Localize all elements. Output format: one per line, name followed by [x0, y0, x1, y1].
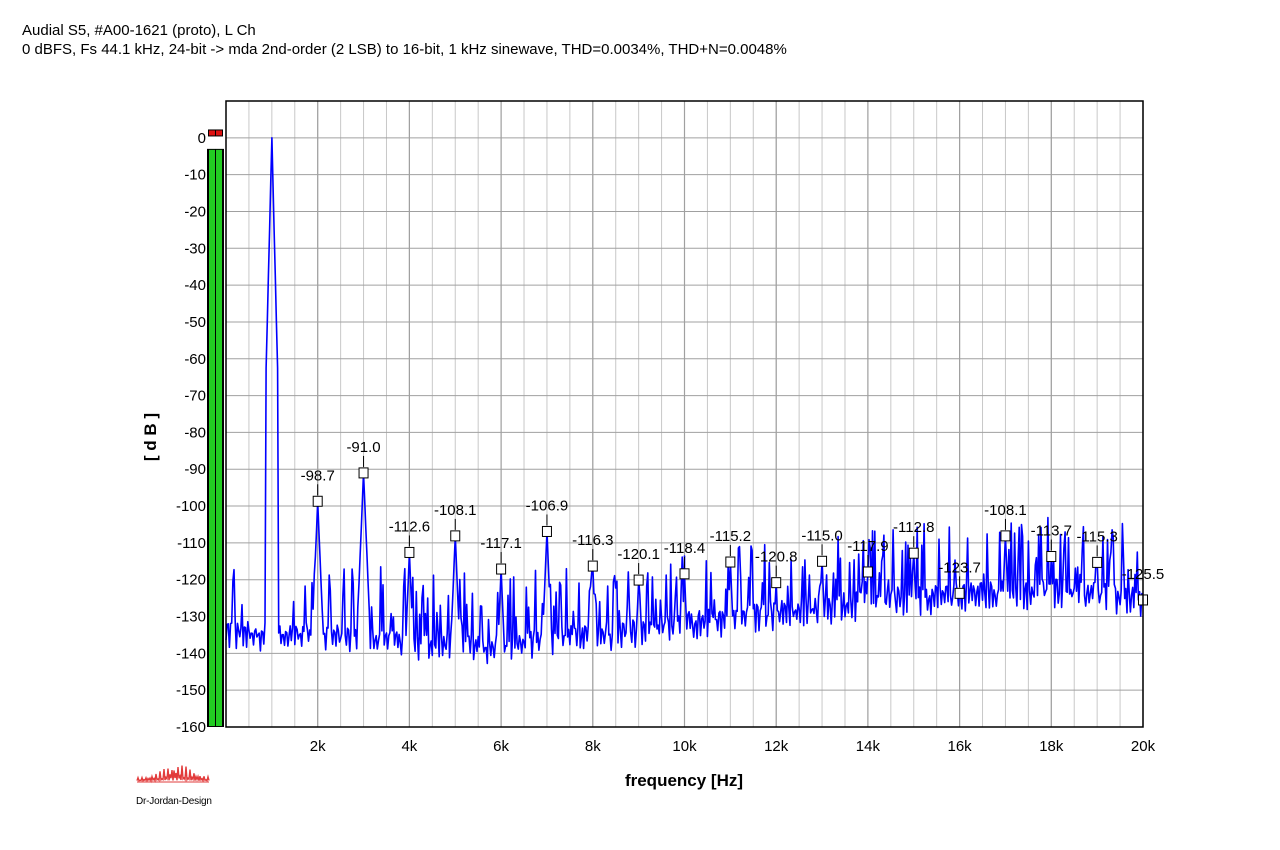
harmonic-label: -106.9 [526, 497, 569, 514]
harmonic-label: -120.8 [755, 549, 798, 566]
harmonic-marker [450, 530, 461, 542]
harmonic-marker [725, 556, 736, 568]
harmonic-label: -112.8 [893, 519, 934, 536]
harmonic-label: -115.2 [710, 528, 751, 545]
x-axis-label: frequency [Hz] [625, 771, 743, 790]
y-tick-label: -30 [184, 240, 206, 257]
logo-wave-path [136, 765, 210, 784]
harmonic-label: -115.0 [801, 527, 842, 544]
harmonic-marker [908, 547, 919, 559]
y-tick-label: -10 [184, 167, 206, 184]
harmonic-marker [817, 555, 828, 567]
y-tick-label: -160 [176, 719, 206, 736]
x-tick-label: 8k [585, 738, 601, 755]
x-tick-label: 12k [764, 738, 789, 755]
y-tick-label: -40 [184, 277, 206, 294]
chart-subtitle: 0 dBFS, Fs 44.1 kHz, 24-bit -> mda 2nd-o… [22, 41, 787, 58]
harmonic-label: -123.7 [938, 559, 981, 576]
harmonic-label: -113.7 [1031, 523, 1072, 540]
y-tick-label: -120 [176, 572, 206, 589]
harmonic-label: -117.9 [847, 538, 888, 555]
harmonic-marker [1046, 551, 1057, 563]
y-tick-label: -70 [184, 388, 206, 405]
harmonic-marker [954, 587, 965, 599]
x-tick-label: 18k [1039, 738, 1064, 755]
logo-text: Dr-Jordan-Design [136, 796, 212, 807]
chart-header: Audial S5, #A00-1621 (proto), L Ch 0 dBF… [22, 21, 787, 59]
y-tick-label: -110 [177, 535, 206, 552]
harmonic-marker [1092, 556, 1103, 568]
meter-bar-right [216, 149, 222, 726]
harmonic-label: -91.0 [346, 439, 380, 456]
x-tick-label: 20k [1131, 738, 1156, 755]
x-tick-label: 10k [672, 738, 697, 755]
harmonic-marker [587, 560, 598, 572]
harmonic-marker [404, 546, 415, 558]
y-tick-label: -60 [184, 351, 206, 368]
harmonic-marker [771, 577, 782, 589]
x-tick-label: 16k [948, 738, 973, 755]
harmonic-label: -116.3 [572, 532, 613, 549]
harmonic-label: -108.1 [434, 502, 477, 519]
harmonic-label: -108.1 [984, 502, 1027, 519]
y-tick-labels: 0 -10 -20 -30 -40 -50 -60 -70 -80 -90 -100 -110 -120… [176, 130, 206, 736]
harmonic-label: -112.6 [389, 518, 430, 535]
harmonic-marker [679, 568, 690, 580]
x-tick-labels: 2k 4k 6k 8k 10k 12k 14k 16k 18k 20k [310, 738, 1156, 755]
y-tick-label: -130 [176, 609, 206, 626]
harmonic-markers: -98.7-91.0-112.6-108.1-117.1-106.9-116.3… [301, 439, 1164, 606]
x-tick-label: 14k [856, 738, 881, 755]
harmonic-label: -98.7 [301, 467, 335, 484]
y-tick-label: -150 [176, 682, 206, 699]
y-tick-label: -140 [176, 645, 206, 662]
logo-waveform [136, 765, 210, 784]
y-tick-label: -90 [184, 461, 206, 478]
meter-clip-right [216, 130, 222, 136]
y-tick-label: -20 [184, 203, 206, 220]
x-tick-label: 2k [310, 738, 326, 755]
harmonic-marker [541, 525, 552, 537]
harmonic-marker [496, 563, 507, 575]
harmonic-marker [633, 574, 644, 586]
harmonic-label: -118.4 [664, 540, 705, 557]
y-axis-label: [ d B ] [141, 413, 160, 461]
x-tick-label: 6k [493, 738, 509, 755]
harmonic-marker [862, 566, 873, 578]
major-grid [226, 101, 1144, 728]
harmonic-label: -120.1 [617, 546, 660, 563]
meter-clip-frame [208, 129, 223, 137]
x-tick-label: 4k [401, 738, 417, 755]
level-meter [207, 129, 224, 727]
meter-bar-left [209, 149, 215, 726]
harmonic-marker [358, 467, 369, 479]
meter-clip-left [209, 130, 215, 136]
y-tick-label: 0 [198, 130, 206, 147]
harmonic-marker [312, 495, 323, 507]
chart-title: Audial S5, #A00-1621 (proto), L Ch [22, 22, 256, 39]
plot-frame [225, 100, 1144, 728]
harmonic-marker [1000, 530, 1011, 542]
harmonic-label: -117.1 [480, 535, 521, 552]
harmonic-label: -115.3 [1076, 528, 1117, 545]
y-tick-label: -100 [176, 498, 206, 515]
y-tick-label: -80 [184, 424, 206, 441]
y-tick-label: -50 [184, 314, 206, 331]
